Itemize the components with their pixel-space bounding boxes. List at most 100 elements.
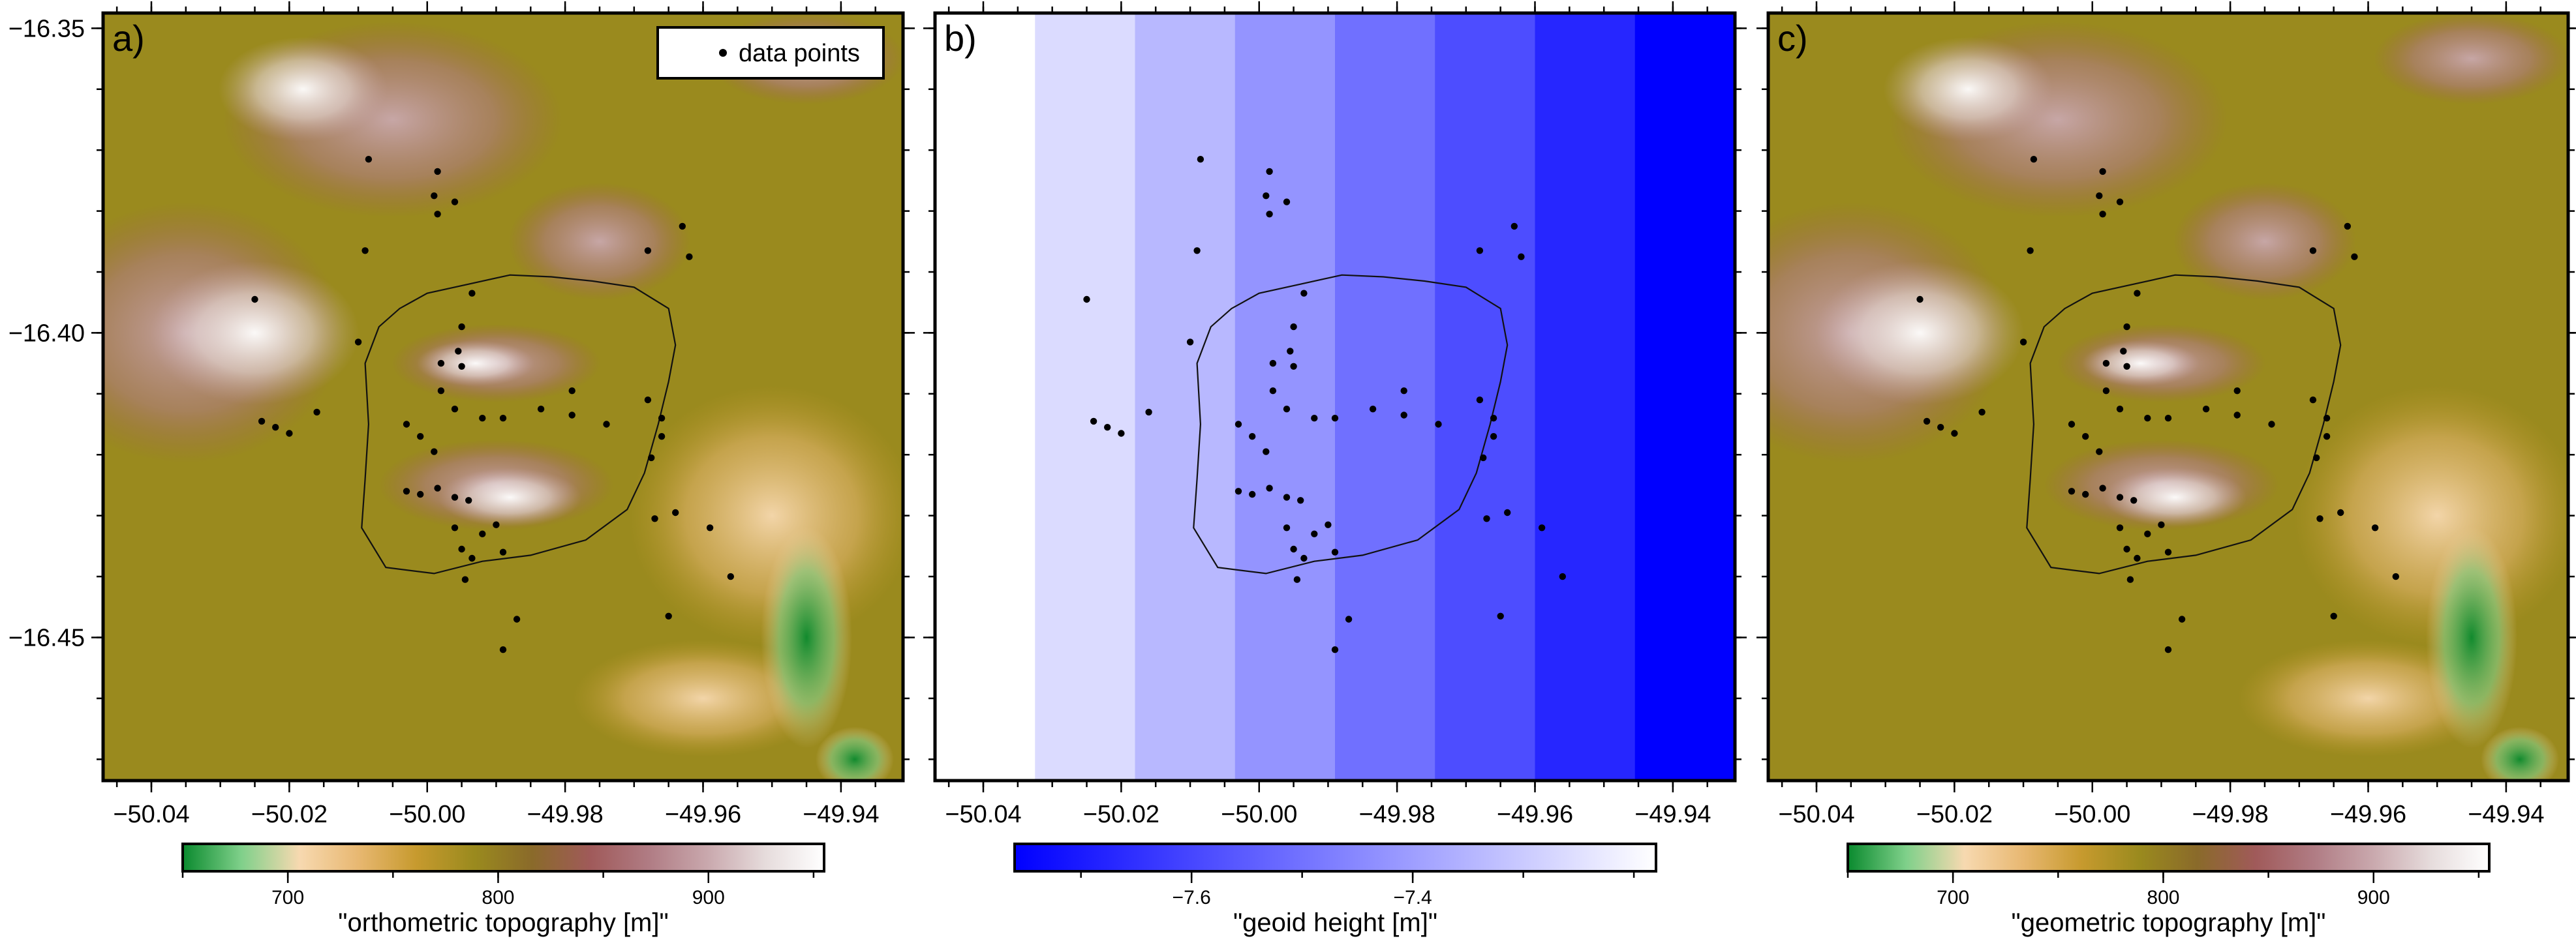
data-point: [665, 612, 672, 620]
data-point: [727, 573, 735, 580]
data-point: [365, 156, 373, 163]
panel-3: −50.04 −50.02 −50.00 −49.98 −49.96 −49.94 c): [1756, 1, 2576, 828]
data-point: [1083, 295, 1090, 303]
data-point: [251, 295, 258, 303]
data-point: [1269, 387, 1277, 395]
data-point: [361, 247, 369, 254]
geoid-band: [1634, 13, 1735, 781]
data-point: [1480, 454, 1487, 462]
x-tick-label: −49.94: [2468, 801, 2544, 828]
panel-label: c): [1777, 18, 1808, 59]
data-point: [1234, 421, 1242, 428]
data-point: [403, 421, 410, 428]
region-outline: [1193, 274, 1509, 575]
data-point: [2116, 494, 2124, 501]
data-point: [493, 521, 500, 528]
panel-1: −50.04 −50.02 −50.00 −49.98 −49.96 −49.94 −16.…: [8, 1, 915, 828]
data-point: [2123, 323, 2130, 331]
colorbar-ramp: [1847, 843, 2491, 873]
data-point: [2068, 488, 2076, 495]
data-point: [458, 323, 465, 331]
colorbar-tick-label: −7.4: [1394, 887, 1432, 908]
x-tick-label: −50.00: [389, 801, 465, 828]
data-point: [2019, 338, 2027, 346]
data-point: [2116, 524, 2124, 531]
x-tick-label: −49.98: [527, 801, 603, 828]
panel-frame: [1766, 11, 2570, 783]
data-point: [1283, 406, 1291, 413]
data-point: [2102, 359, 2110, 367]
colorbar-3: 700 800 900 "geometric topography [m]": [1847, 843, 2491, 937]
data-point: [272, 424, 279, 431]
colorbar-tick-label: 900: [2357, 887, 2390, 908]
data-point: [2123, 545, 2130, 553]
data-point: [2027, 247, 2034, 254]
data-point: [458, 363, 465, 370]
data-point: [1266, 168, 1273, 175]
data-point: [2309, 397, 2317, 404]
data-point: [1476, 247, 1484, 254]
y-tick-label: −16.45: [8, 624, 85, 651]
panel-2: −50.04 −50.02 −50.00 −49.98 −49.96 −49.94 b): [923, 1, 1747, 828]
data-point: [1290, 545, 1297, 553]
data-point: [2178, 616, 2186, 623]
data-point: [1538, 524, 1546, 531]
x-tick-label: −50.02: [1916, 801, 1993, 828]
data-point: [1290, 323, 1297, 331]
data-point: [451, 494, 459, 501]
axis-ticks: [923, 1, 1747, 792]
data-point: [434, 168, 441, 175]
data-point: [2164, 548, 2172, 556]
colorbar-label: "geometric topography [m]": [2012, 908, 2326, 937]
geoid-band: [1335, 13, 1436, 781]
data-point: [658, 433, 666, 440]
data-point: [2233, 412, 2241, 419]
x-tick-label: −50.00: [2054, 801, 2130, 828]
data-point: [1483, 515, 1490, 522]
data-point: [2337, 509, 2344, 516]
data-point: [658, 415, 666, 422]
legend: data points: [656, 26, 885, 80]
data-point: [2164, 646, 2172, 653]
data-point: [2371, 524, 2379, 531]
data-point: [2099, 485, 2106, 492]
colorbar-label: "geoid height [m]": [1233, 908, 1437, 937]
data-point: [2202, 406, 2210, 413]
data-point: [451, 524, 459, 531]
data-point: [568, 412, 575, 419]
panel-label: b): [944, 18, 977, 59]
colorbar-ramp: [1013, 843, 1657, 873]
data-point: [2030, 156, 2038, 163]
data-point: [2268, 421, 2275, 428]
data-point: [468, 290, 476, 297]
data-point: [431, 448, 438, 455]
colorbar-2: −7.6 −7.4"geoid height [m]": [1013, 843, 1657, 937]
data-point: [458, 545, 465, 553]
data-point: [2144, 530, 2151, 537]
data-point: [2316, 515, 2323, 522]
data-point: [2130, 497, 2138, 504]
data-point: [417, 490, 424, 498]
colorbar-tick-label: 900: [692, 887, 725, 908]
map-raster: [935, 13, 1735, 781]
data-point: [2323, 415, 2331, 422]
data-point: [1263, 192, 1270, 200]
data-point: [2233, 387, 2241, 395]
axis-ticks: [1756, 1, 2576, 792]
data-point: [2116, 198, 2124, 205]
data-point: [2099, 168, 2106, 175]
data-point: [1559, 573, 1566, 580]
data-point: [1400, 387, 1407, 395]
data-point: [1369, 406, 1377, 413]
data-point: [451, 406, 459, 413]
data-point: [2068, 421, 2076, 428]
data-point: [537, 406, 545, 413]
data-point: [1490, 433, 1497, 440]
geoid-band: [1535, 13, 1636, 781]
data-point: [2144, 415, 2151, 422]
geoid-band: [1135, 13, 1236, 781]
data-point: [686, 253, 693, 260]
geoid-band: [1035, 13, 1136, 781]
data-point: [2082, 490, 2089, 498]
panel-label: a): [112, 18, 145, 59]
